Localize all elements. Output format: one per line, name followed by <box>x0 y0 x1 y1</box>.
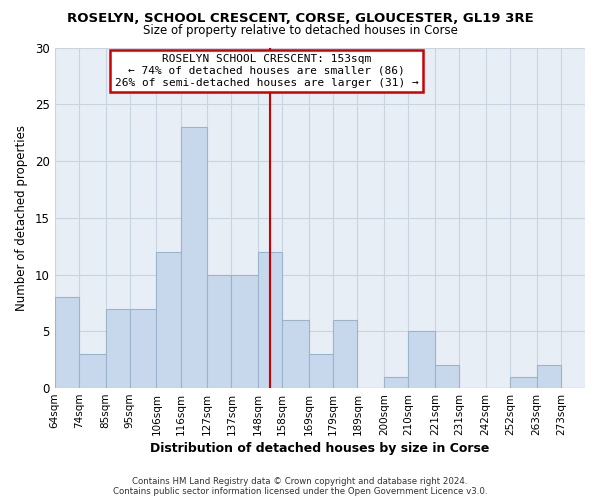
Bar <box>333 320 358 388</box>
Bar <box>207 274 232 388</box>
Text: Size of property relative to detached houses in Corse: Size of property relative to detached ho… <box>143 24 457 37</box>
Bar <box>309 354 333 388</box>
Bar <box>510 376 536 388</box>
Text: ROSELYN SCHOOL CRESCENT: 153sqm
← 74% of detached houses are smaller (86)
26% of: ROSELYN SCHOOL CRESCENT: 153sqm ← 74% of… <box>115 54 419 88</box>
X-axis label: Distribution of detached houses by size in Corse: Distribution of detached houses by size … <box>150 442 490 455</box>
Text: ROSELYN, SCHOOL CRESCENT, CORSE, GLOUCESTER, GL19 3RE: ROSELYN, SCHOOL CRESCENT, CORSE, GLOUCES… <box>67 12 533 26</box>
Text: Contains HM Land Registry data © Crown copyright and database right 2024.
Contai: Contains HM Land Registry data © Crown c… <box>113 476 487 496</box>
Bar <box>130 308 157 388</box>
Bar <box>79 354 106 388</box>
Bar <box>232 274 258 388</box>
Bar <box>106 308 130 388</box>
Bar <box>283 320 309 388</box>
Y-axis label: Number of detached properties: Number of detached properties <box>15 125 28 311</box>
Bar <box>157 252 181 388</box>
Bar <box>55 298 79 388</box>
Bar <box>258 252 283 388</box>
Bar <box>408 332 435 388</box>
Bar <box>435 366 459 388</box>
Bar <box>181 127 207 388</box>
Bar <box>536 366 561 388</box>
Bar <box>384 376 408 388</box>
